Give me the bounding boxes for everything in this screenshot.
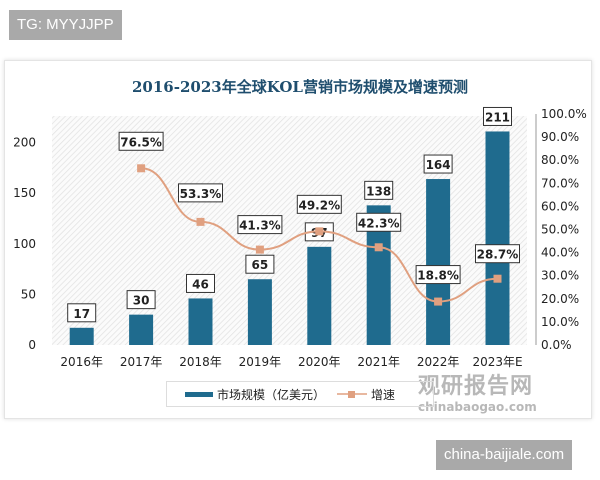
watermark-logo: 观研报告网 chinabaogao.com: [418, 368, 537, 414]
site-watermark: china-baijiale.com: [436, 440, 573, 470]
bar: [307, 246, 332, 345]
bar-label: 65: [252, 258, 269, 272]
bar: [485, 131, 510, 345]
growth-label: 18.8%: [417, 269, 459, 283]
x-tick-label: 2017年: [120, 355, 163, 369]
growth-point: [374, 243, 383, 252]
bar-label: 211: [485, 110, 510, 124]
growth-label: 28.7%: [477, 248, 519, 262]
bar-label-box: [186, 273, 215, 293]
right-tick-label: 90.0%: [541, 130, 579, 144]
growth-label-box: [475, 244, 520, 264]
x-tick-label: 2019年: [239, 355, 282, 369]
right-tick-label: 80.0%: [541, 153, 579, 167]
right-tick-label: 50.0%: [541, 223, 579, 237]
growth-point: [315, 227, 324, 236]
bar: [426, 179, 451, 345]
legend-item-line: 增速: [337, 386, 395, 403]
bar-label: 30: [133, 294, 150, 308]
left-tick-label: 200: [13, 136, 36, 150]
growth-point: [493, 274, 502, 283]
x-tick-label: 2023年E: [472, 355, 522, 369]
bar-label-box: [364, 180, 394, 200]
left-tick-label: 100: [13, 237, 36, 251]
growth-label: 53.3%: [180, 187, 222, 201]
growth-label: 49.2%: [298, 198, 340, 212]
bar-label: 138: [366, 184, 391, 198]
left-tick-label: 50: [21, 287, 36, 301]
growth-label-box: [118, 131, 164, 151]
growth-label-box: [296, 194, 342, 214]
bar-label-box: [245, 254, 275, 274]
bar-label-box: [126, 290, 156, 310]
x-tick-label: 2016年: [60, 355, 103, 369]
growth-point: [255, 245, 264, 254]
watermark-tag: TG: MYYJJPP: [9, 10, 122, 40]
right-tick-label: 60.0%: [541, 199, 579, 213]
right-tick-label: 10.0%: [541, 315, 579, 329]
growth-point: [137, 164, 146, 173]
x-tick-label: 2021年: [357, 355, 400, 369]
growth-label-box: [178, 183, 223, 203]
legend-item-bar: 市场规模（亿美元）: [185, 386, 325, 403]
right-tick-label: 40.0%: [541, 246, 579, 260]
growth-label: 41.3%: [239, 219, 281, 233]
bar-label-box: [483, 106, 512, 126]
bar: [129, 314, 154, 345]
right-tick-label: 70.0%: [541, 176, 579, 190]
growth-label-box: [415, 265, 461, 285]
growth-point: [196, 217, 205, 226]
bar-label: 17: [73, 307, 90, 321]
chart-title: 2016-2023年全球KOL营销市场规模及增速预测: [132, 78, 468, 96]
bar-swatch: [185, 391, 213, 397]
logo-cn: 观研报告网: [418, 374, 534, 399]
bar-label: 46: [192, 277, 209, 291]
growth-label: 76.5%: [120, 135, 162, 149]
x-tick-label: 2018年: [179, 355, 222, 369]
growth-point: [434, 297, 443, 306]
line-swatch: [337, 391, 368, 398]
legend-label: 增速: [371, 387, 396, 402]
bar: [69, 327, 94, 345]
growth-label-box: [356, 212, 402, 232]
bar-label: 164: [426, 158, 451, 172]
x-tick-label: 2022年: [417, 355, 460, 369]
right-tick-label: 30.0%: [541, 269, 579, 283]
right-tick-label: 100.0%: [541, 107, 587, 121]
legend: 市场规模（亿美元） 增速: [166, 381, 434, 407]
bar-label-box: [67, 303, 97, 323]
left-tick-label: 150: [13, 186, 36, 200]
left-tick-label: 0: [28, 338, 36, 352]
right-tick-label: 20.0%: [541, 292, 579, 306]
bar: [188, 298, 213, 345]
x-tick-label: 2020年: [298, 355, 341, 369]
logo-en: chinabaogao.com: [418, 400, 537, 414]
legend-label: 市场规模（亿美元）: [217, 387, 326, 402]
right-tick-label: 0.0%: [541, 338, 572, 352]
bar-label-box: [423, 154, 453, 174]
growth-label: 42.3%: [358, 216, 400, 230]
bar: [247, 279, 272, 345]
growth-label-box: [237, 215, 283, 235]
